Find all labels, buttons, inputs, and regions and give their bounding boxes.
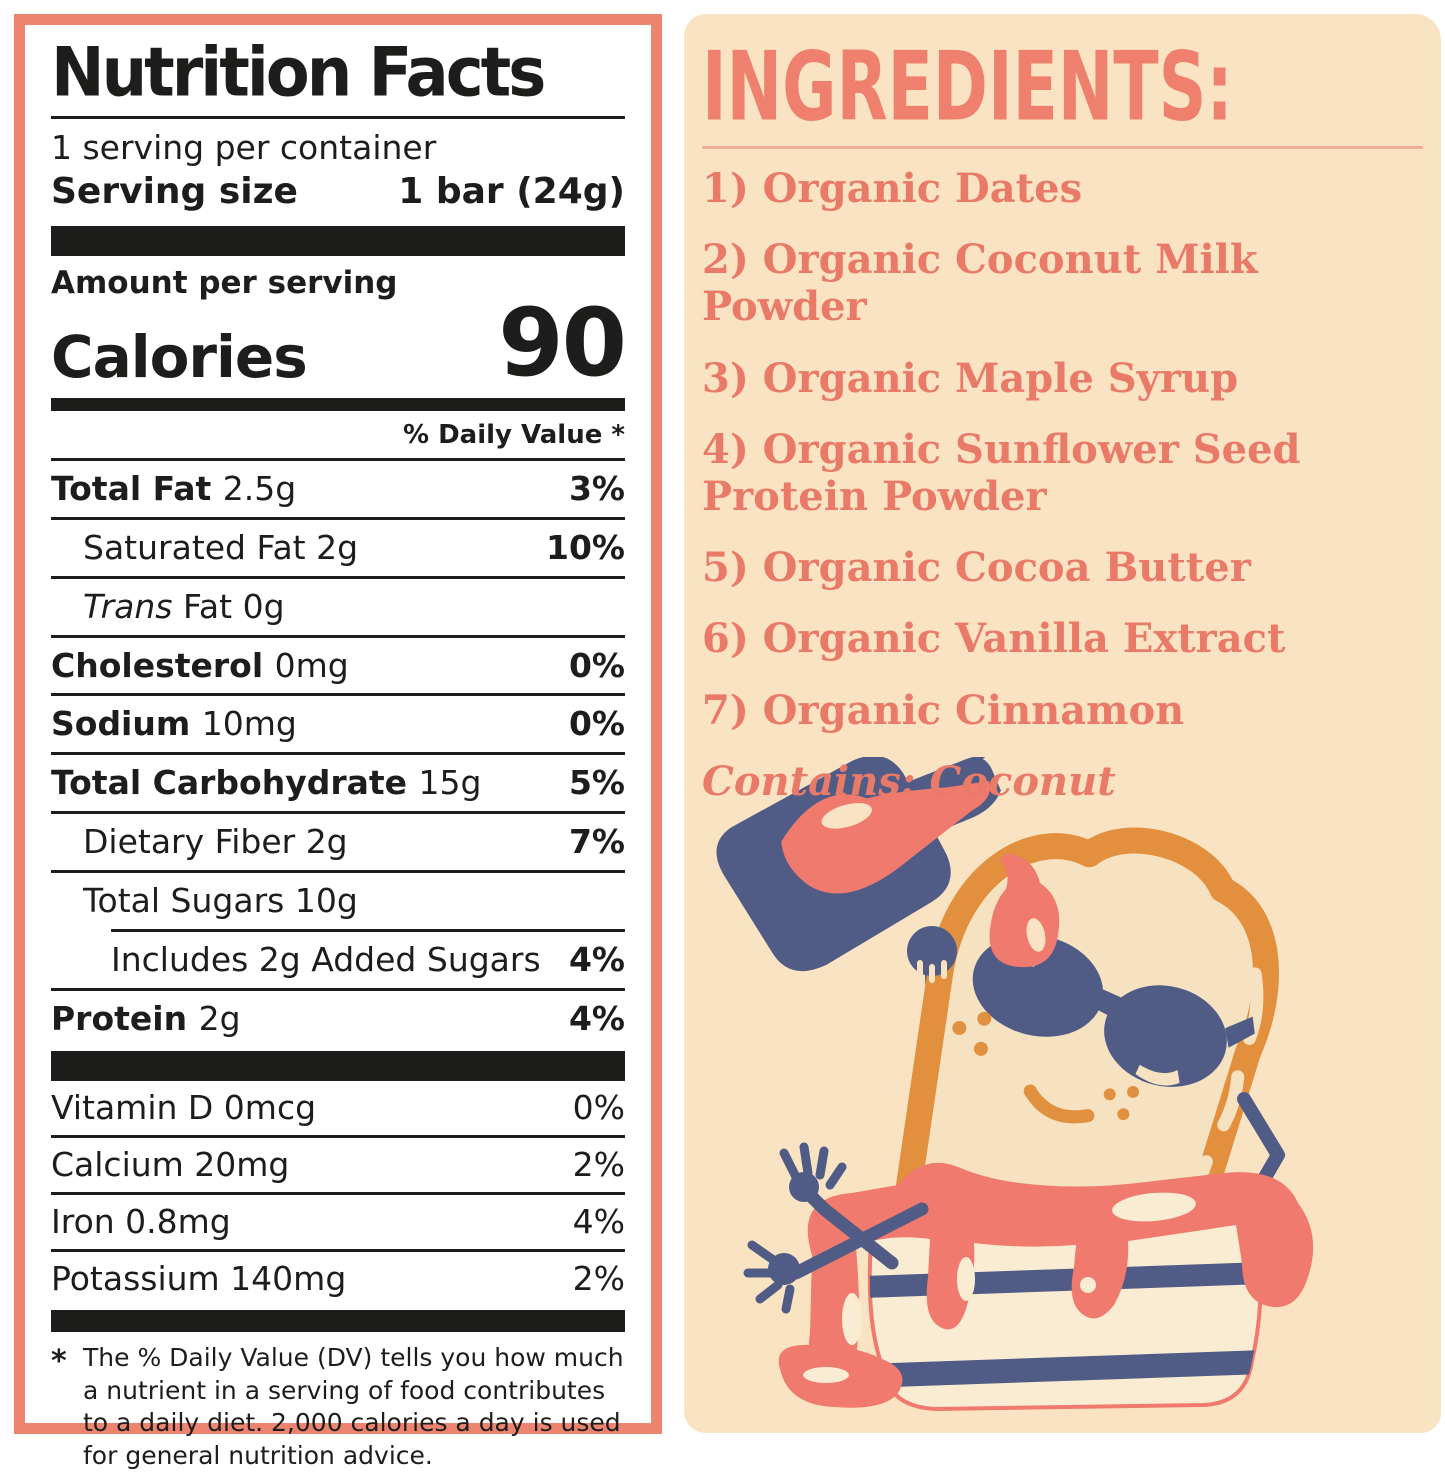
nutrient-row: Protein 2g 4% [51,999,625,1039]
daily-value-footnote: * The % Daily Value (DV) tells you how m… [51,1342,625,1472]
nutrient-row: Sodium 10mg 0% [51,704,625,744]
vitamin-row: Vitamin D 0mcg 0% [51,1088,625,1128]
vitamin-row: Calcium 20mg 2% [51,1145,625,1185]
vitamin-row: Potassium 140mg 2% [51,1259,625,1299]
calories-row: Calories 90 [51,289,627,399]
contains-statement: Contains: Coconut [702,757,1116,805]
nutrient-rows: Total Fat 2.5g 3% Saturated Fat 2g 10% Trans… [51,461,625,1048]
title-divider [51,116,625,120]
waving-hand [743,1142,929,1314]
ingredients-panel: INGREDIENTS: 1) Organic Dates 2) Organic … [684,14,1441,1433]
serving-size-value: 1 bar (24g) [398,171,625,213]
syrup-in-bottle [781,780,990,894]
serving-size-row: Serving size 1 bar (24g) [51,170,625,213]
thick-divider-bar [51,1310,625,1332]
toast-character-illustration [716,757,1314,1412]
daily-value-header: % Daily Value * [51,411,625,461]
ingredient-item: 3) Organic Maple Syrup [702,354,1239,402]
row-divider [51,752,625,756]
medium-divider-bar [51,397,625,411]
ingredient-item: 6) Organic Vanilla Extract [702,615,1286,663]
row-divider [51,516,625,520]
calories-value: 90 [498,289,627,399]
ingredients-underline [702,146,1423,149]
smile [1023,1084,1095,1124]
footnote-asterisk: * [51,1344,67,1379]
freckles [952,1011,1140,1121]
thick-divider-bar [51,225,625,256]
serving-size-label: Serving size [51,171,298,213]
row-divider [51,1135,625,1139]
ingredient-item: 7) Organic Cinnamon [702,686,1185,734]
nutrition-facts-label: Nutrition Facts 1 serving per container … [14,14,662,1470]
ingredient-item: 5) Organic Cocoa Butter [702,544,1251,592]
amount-per-serving-label: Amount per serving [51,264,398,301]
thick-divider-bar [51,1051,625,1082]
nutrient-row: Total Sugars 10g [83,881,358,921]
calories-label: Calories [51,322,308,391]
row-divider [51,811,625,815]
ingredient-item: 1) Organic Dates [702,165,1083,212]
vitamin-rows: Vitamin D 0mcg 0% Calcium 20mg 2% Iron 0.8mg… [51,1081,625,1306]
nutrient-row: Saturated Fat 2g 10% [83,527,625,567]
nutrient-row: Total Carbohydrate 15g 5% [51,763,625,803]
vitamin-row: Iron 0.8mg 4% [51,1202,625,1242]
row-divider [51,634,625,638]
nutrition-facts-title: Nutrition Facts [51,33,546,113]
row-divider [51,693,625,697]
syrup-puddle [778,1344,903,1408]
ingredients-heading: INGREDIENTS: [702,32,1233,143]
ingredients-list: 1) Organic Dates 2) Organic Coconut Milk … [702,165,1423,734]
nutrient-row: Includes 2g Added Sugars 4% [111,940,625,980]
servings-per-container: 1 serving per container [51,128,437,168]
sunglasses-icon [972,934,1255,1087]
ingredient-item: 2) Organic Coconut Milk Powder [702,236,1258,331]
nutrient-row: Total Fat 2.5g 3% [51,468,625,508]
nutrient-row: Dietary Fiber 2g 7% [83,822,625,862]
nutrient-row: Trans Fat 0g [83,586,285,626]
row-divider [51,1249,625,1253]
row-divider [51,870,625,874]
syrup-bottle [716,757,1001,972]
grip-hand [907,926,957,983]
nutrient-row: Cholesterol 0mg 0% [51,645,625,685]
footnote-text: The % Daily Value (DV) tells you how muc… [83,1343,624,1470]
row-divider [111,929,625,933]
syrup-drop [989,853,1060,968]
row-divider [51,988,625,992]
row-divider [51,575,625,579]
ingredient-item: 4) Organic Sunflower Seed Protein Powder [702,425,1301,520]
row-divider [51,1192,625,1196]
syrup-drips [807,1162,1314,1391]
